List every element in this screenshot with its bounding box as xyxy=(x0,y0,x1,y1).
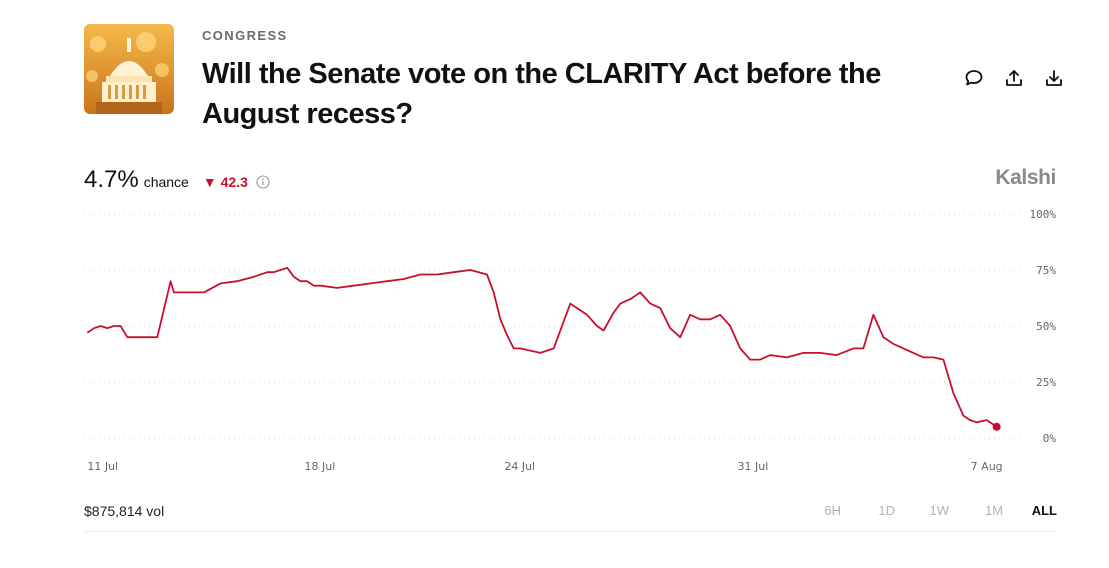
x-tick-label: 24 Jul xyxy=(504,460,535,473)
volume-text: $875,814 vol xyxy=(84,503,165,519)
chart-footer: $875,814 vol 6H 1D 1W 1M ALL xyxy=(84,503,1057,523)
y-tick-label: 25% xyxy=(1036,376,1056,389)
range-button-1d[interactable]: 1D xyxy=(878,503,895,518)
range-button-1w[interactable]: 1W xyxy=(929,503,950,518)
range-button-6h[interactable]: 6H xyxy=(824,503,841,518)
y-tick-label: 100% xyxy=(1030,208,1057,221)
y-tick-label: 0% xyxy=(1043,432,1057,445)
market-category: CONGRESS xyxy=(202,28,288,43)
capitol-dome-icon xyxy=(84,24,174,114)
market-thumbnail xyxy=(84,24,174,114)
x-tick-label: 18 Jul xyxy=(304,460,335,473)
price-chart: 100% 75% 50% 25% 0% 11 Jul 18 Jul 24 Jul 31 Jul 7… xyxy=(84,208,1057,473)
probability-stats: 4.7% chance ▼ 42.3 xyxy=(84,166,270,194)
market-header: CONGRESS Will the Senate vote on the CLA… xyxy=(84,24,1064,134)
action-bar xyxy=(964,68,1064,88)
download-icon[interactable] xyxy=(1044,68,1064,88)
range-button-all[interactable]: ALL xyxy=(1031,503,1057,518)
brand-logo: Kalshi xyxy=(995,166,1056,189)
range-button-1m[interactable]: 1M xyxy=(984,503,1003,518)
divider xyxy=(84,531,1057,532)
comment-icon[interactable] xyxy=(964,68,984,88)
y-tick-label: 75% xyxy=(1036,264,1056,277)
last-point-marker xyxy=(992,422,1001,431)
chance-label: chance xyxy=(143,174,189,190)
share-icon[interactable] xyxy=(1004,68,1024,88)
y-tick-label: 50% xyxy=(1036,320,1056,333)
series-line xyxy=(86,266,998,428)
x-tick-label: 7 Aug xyxy=(971,460,1003,473)
x-tick-label: 11 Jul xyxy=(87,460,118,473)
chance-delta: ▼ 42.3 xyxy=(202,174,248,190)
time-range-selector: 6H 1D 1W 1M ALL xyxy=(787,503,1057,518)
chance-value: 4.7% xyxy=(84,166,139,193)
x-tick-label: 31 Jul xyxy=(738,460,769,473)
market-title: Will the Senate vote on the CLARITY Act … xyxy=(202,58,881,130)
info-icon[interactable] xyxy=(256,175,270,189)
